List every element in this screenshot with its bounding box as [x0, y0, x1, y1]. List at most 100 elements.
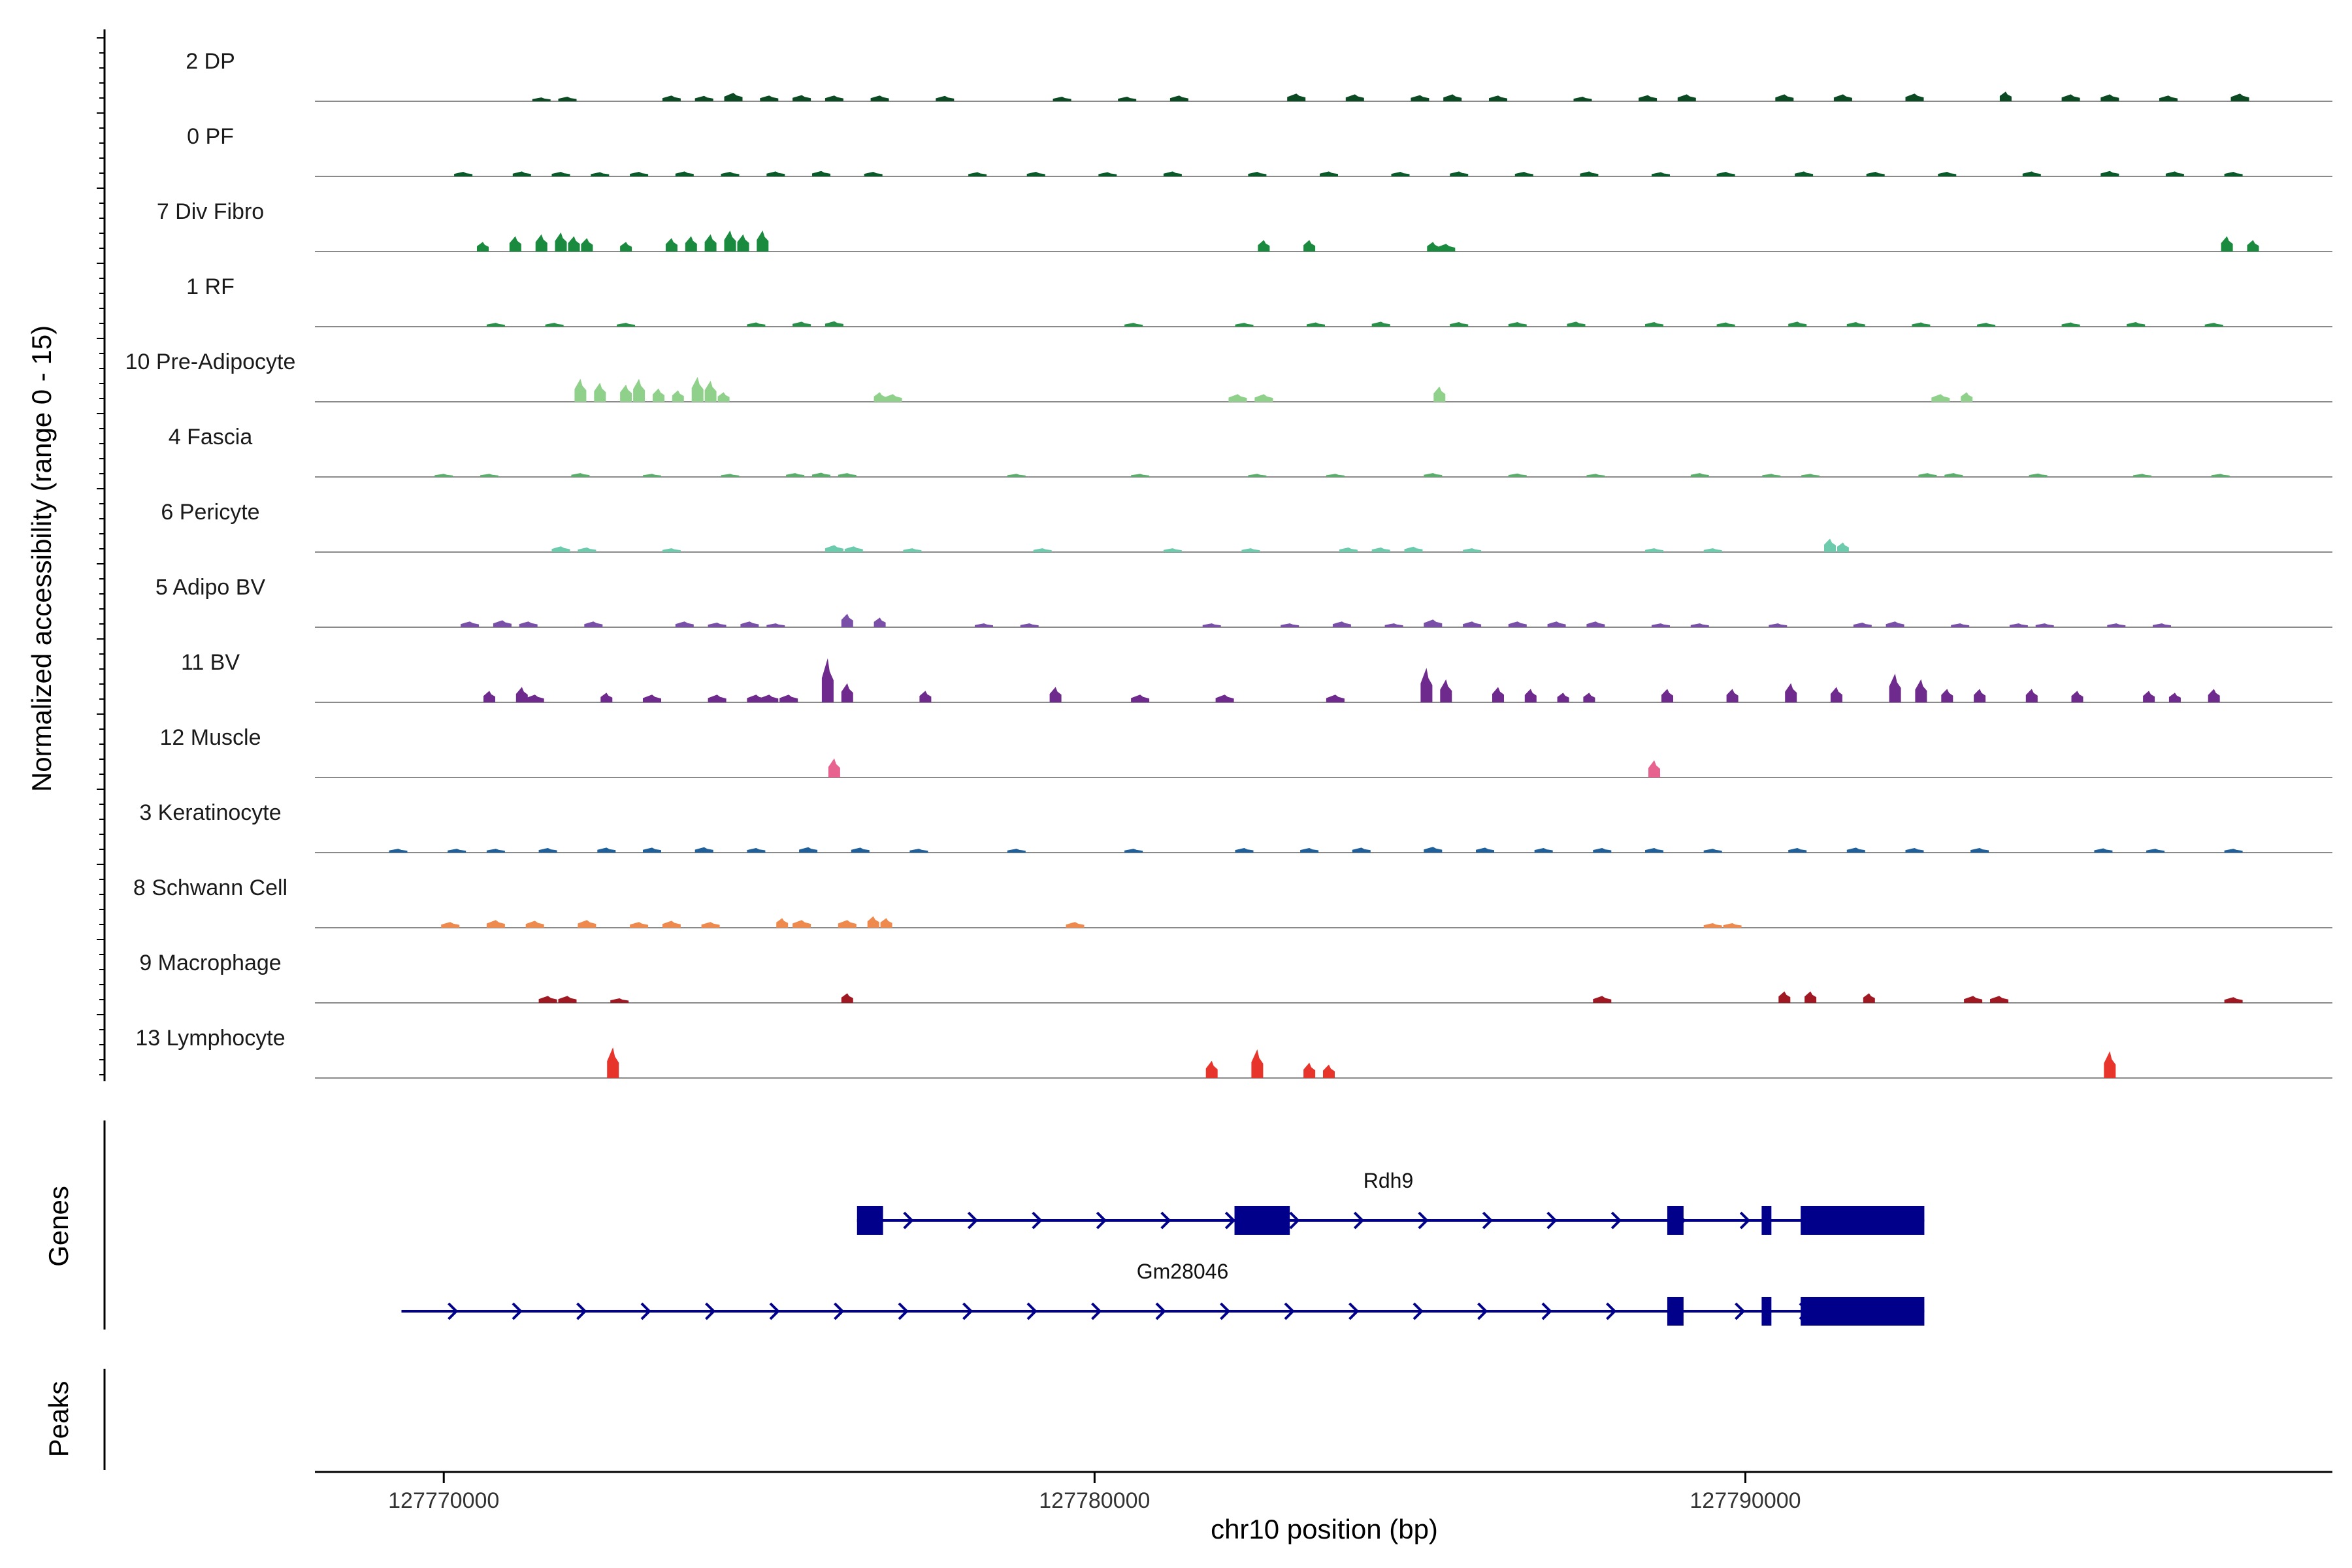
- track-3-keratinocyte: 3 Keratinocyte: [139, 800, 2332, 853]
- coverage-peak: [1905, 93, 1924, 101]
- coverage-peak: [747, 848, 766, 853]
- coverage-peak: [2029, 473, 2048, 477]
- gene-exon: [1667, 1297, 1684, 1326]
- coverage-peak: [1775, 94, 1794, 101]
- coverage-peak: [480, 474, 498, 477]
- track-5-adipo-bv: 5 Adipo BV: [155, 575, 2332, 628]
- gene-rdh9: Rdh9: [857, 1169, 1925, 1235]
- strand-chevron: [1096, 1211, 1107, 1230]
- strand-chevron: [1546, 1211, 1558, 1230]
- coverage-peak: [434, 474, 453, 477]
- strand-chevron: [1155, 1302, 1166, 1320]
- coverage-peak: [1703, 923, 1722, 928]
- coverage-peak: [757, 230, 769, 252]
- track-12-muscle: 12 Muscle: [160, 725, 2332, 778]
- coverage-peak: [607, 1047, 619, 1078]
- strand-chevron: [1541, 1302, 1552, 1320]
- coverage-peak: [630, 922, 649, 928]
- coverage-peak: [1785, 683, 1797, 702]
- track-label: 7 Div Fibro: [157, 199, 264, 224]
- strand-chevron: [1610, 1211, 1622, 1230]
- coverage-peak: [1915, 679, 1927, 702]
- coverage-peak: [2061, 322, 2080, 327]
- coverage-peak: [2094, 848, 2113, 853]
- coverage-peak: [724, 93, 743, 101]
- coverage-peak: [1205, 1060, 1218, 1078]
- coverage-peak: [685, 236, 697, 252]
- coverage-peak: [1846, 322, 1865, 327]
- track-8-schwann-cell: 8 Schwann Cell: [133, 875, 2332, 928]
- strand-chevron: [576, 1302, 587, 1320]
- coverage-peak: [1795, 171, 1814, 176]
- coverage-peak: [454, 172, 473, 176]
- coverage-peak: [825, 95, 843, 101]
- coverage-peak: [1690, 623, 1709, 627]
- coverage-peak: [633, 378, 645, 402]
- coverage-peak: [841, 613, 853, 627]
- coverage-peak: [1371, 321, 1390, 327]
- coverage-peak: [558, 97, 577, 101]
- coverage-peak: [1169, 95, 1188, 101]
- strand-chevron: [1418, 1211, 1429, 1230]
- strand-chevron: [1606, 1302, 1617, 1320]
- coverage-peak: [594, 382, 606, 402]
- coverage-peak: [1824, 538, 1836, 552]
- coverage-peak: [1404, 546, 1423, 552]
- coverage-peak: [448, 849, 466, 853]
- coverage-peak: [1508, 473, 1527, 477]
- coverage-peak: [841, 993, 853, 1003]
- coverage-peak: [786, 473, 805, 477]
- track-11-bv: 11 BV: [181, 650, 2332, 703]
- coverage-peak: [551, 172, 570, 176]
- coverage-peak: [1941, 689, 1953, 702]
- coverage-peak: [1723, 923, 1742, 928]
- strand-chevron: [1091, 1302, 1102, 1320]
- track-label: 12 Muscle: [160, 725, 261, 750]
- coverage-peak: [1118, 97, 1137, 101]
- track-label: 2 DP: [186, 49, 235, 74]
- gene-label: Rdh9: [1364, 1169, 1414, 1192]
- coverage-peak: [2127, 322, 2146, 327]
- coverage-peak: [694, 95, 713, 101]
- coverage-peak: [493, 620, 512, 627]
- coverage-peak: [1049, 687, 1062, 702]
- genes-layer: Rdh9 Gm28046: [401, 1169, 1925, 1326]
- coverage-peak: [792, 920, 811, 928]
- coverage-peak: [568, 236, 580, 252]
- coverage-peak: [1489, 95, 1507, 101]
- coverage-peak: [747, 322, 766, 327]
- coverage-peak: [1420, 668, 1433, 702]
- coverage-peak: [591, 172, 610, 176]
- coverage-peak: [477, 242, 489, 252]
- strand-chevron: [834, 1302, 845, 1320]
- track-7-div-fibro: 7 Div Fibro: [157, 199, 2332, 252]
- coverage-peak: [1593, 996, 1612, 1003]
- coverage-peak: [766, 623, 785, 627]
- coverage-peak: [1235, 848, 1254, 853]
- coverage-peak: [578, 547, 596, 552]
- coverage-peak: [1345, 94, 1364, 101]
- track-label: 0 PF: [187, 124, 234, 149]
- coverage-peak: [1837, 542, 1849, 552]
- coverage-peak: [2204, 323, 2223, 327]
- coverage-peak: [1853, 623, 1872, 627]
- coverage-peak: [515, 687, 528, 702]
- coverage-peak: [578, 920, 596, 928]
- strand-chevron: [448, 1302, 459, 1320]
- coverage-peak: [1332, 621, 1351, 627]
- coverage-peak: [2061, 94, 2080, 101]
- coverage-peak: [653, 388, 664, 402]
- coverage-peak: [1652, 623, 1670, 627]
- coverage-peak: [1450, 322, 1469, 327]
- coverage-peak: [672, 390, 684, 402]
- coverage-peak: [708, 623, 727, 627]
- coverage-peak: [828, 758, 840, 777]
- coverage-peak: [766, 171, 785, 176]
- coverage-peak: [1514, 172, 1533, 176]
- track-label: 11 BV: [181, 650, 240, 675]
- coverage-peak: [486, 323, 505, 327]
- coverage-peak: [1007, 849, 1026, 853]
- coverage-peak: [630, 172, 649, 176]
- coverage-peak: [1251, 1049, 1264, 1078]
- coverage-peak: [2153, 623, 2171, 627]
